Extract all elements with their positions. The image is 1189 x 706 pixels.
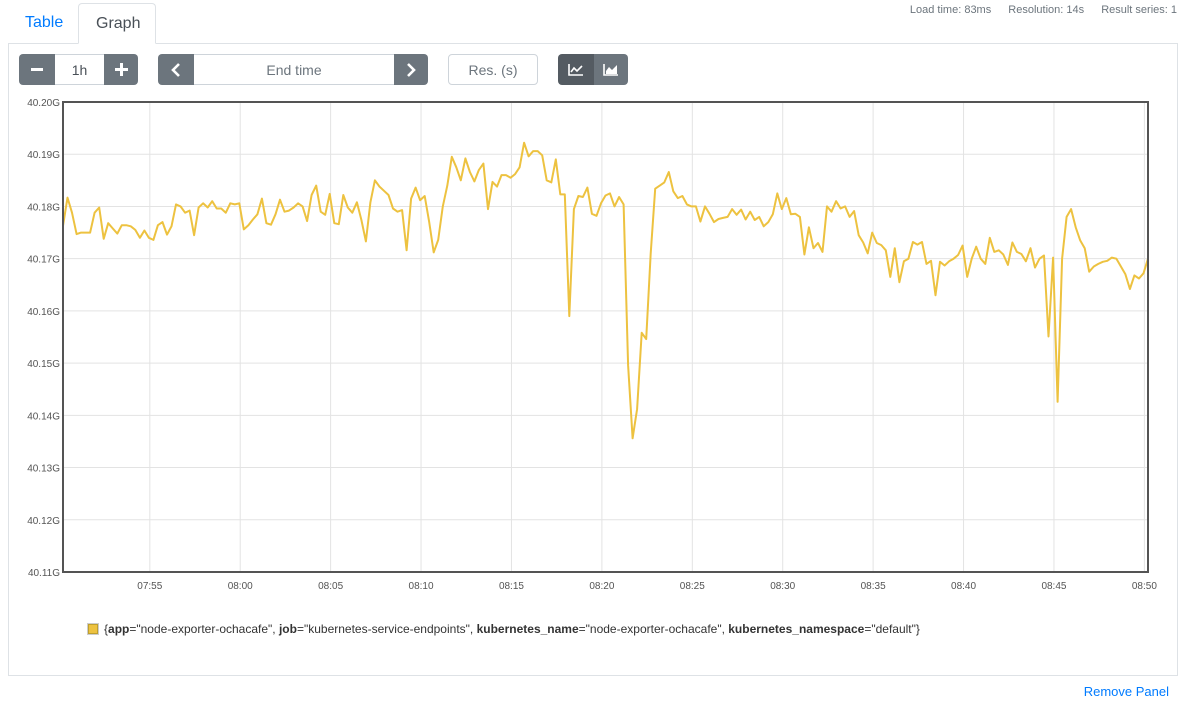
y-tick-label: 40.13G [27, 464, 60, 475]
x-tick-label: 08:05 [318, 581, 343, 592]
y-tick-label: 40.17G [27, 255, 60, 266]
x-tick-label: 08:50 [1132, 581, 1157, 592]
x-tick-label: 08:10 [409, 581, 434, 592]
legend-key-kubernetes-namespace: kubernetes_namespace [728, 622, 865, 636]
y-tick-label: 40.18G [27, 202, 60, 213]
series-line [62, 141, 1149, 440]
next-time-button[interactable] [394, 54, 428, 85]
legend-value-app: ="node-exporter-ochacafe", [129, 622, 279, 636]
tab-table[interactable]: Table [25, 14, 64, 31]
x-tick-label: 08:00 [228, 581, 253, 592]
legend-key-app: app [108, 622, 130, 636]
minus-icon [31, 68, 43, 71]
tab-graph[interactable]: Graph [78, 3, 156, 44]
y-tick-label: 40.19G [27, 150, 60, 161]
legend-open-brace: { [104, 622, 109, 636]
graph-panel [8, 43, 1178, 676]
plot-frame [62, 101, 1149, 573]
x-tick-label: 08:45 [1041, 581, 1066, 592]
legend-value-job: ="kubernetes-service-endpoints", [296, 622, 477, 636]
x-tick-label: 08:20 [589, 581, 614, 592]
x-tick-label: 08:15 [499, 581, 524, 592]
legend-label: {app="node-exporter-ochacafe", job="kube… [104, 622, 920, 636]
line-chart-icon [568, 64, 583, 76]
time-series-chart: 40.11G 40.12G 40.13G 40.14G 40.15G 40.16G 40.1… [27, 98, 1157, 592]
result-series: Result series: 1 [1101, 4, 1177, 16]
x-tick-label: 08:35 [861, 581, 886, 592]
plus-icon [114, 63, 128, 76]
legend-key-job: job [278, 622, 297, 636]
x-tick-label: 08:25 [680, 581, 705, 592]
x-tick-label: 07:55 [137, 581, 162, 592]
y-tick-label: 40.12G [27, 516, 60, 527]
y-tick-label: 40.20G [27, 98, 60, 109]
x-tick-label: 08:30 [770, 581, 795, 592]
increase-range-button[interactable] [104, 54, 138, 85]
chart-axes: 40.11G 40.12G 40.13G 40.14G 40.15G 40.16G 40.1… [27, 98, 1157, 592]
range-input[interactable]: 1h [55, 54, 104, 85]
chevron-right-icon [407, 62, 416, 77]
x-tick-label: 08:40 [951, 581, 976, 592]
y-tick-label: 40.15G [27, 359, 60, 370]
plot-background [63, 102, 1148, 572]
previous-time-button[interactable] [158, 54, 194, 85]
chevron-left-icon [171, 62, 180, 77]
legend-value-kubernetes-namespace: ="default"} [864, 622, 920, 636]
area-chart-icon [603, 64, 618, 76]
line-chart-button[interactable] [558, 54, 594, 85]
chart-series [62, 141, 1149, 440]
resolution: Resolution: 14s [1008, 4, 1085, 16]
legend-item[interactable]: {app="node-exporter-ochacafe", job="kube… [88, 622, 920, 636]
legend-key-kubernetes-name: kubernetes_name [476, 622, 579, 636]
legend-value-kubernetes-name: ="node-exporter-ochacafe", [578, 622, 729, 636]
remove-panel-link[interactable]: Remove Panel [1083, 684, 1169, 699]
y-tick-label: 40.11G [28, 568, 60, 579]
load-time: Load time: 83ms [909, 4, 992, 16]
chart-grid [63, 101, 1148, 573]
stacked-chart-button[interactable] [594, 54, 628, 85]
series-color-swatch [88, 624, 98, 634]
y-tick-label: 40.14G [27, 411, 60, 422]
y-tick-label: 40.16G [27, 307, 60, 318]
decrease-range-button[interactable] [19, 54, 55, 85]
end-time-input[interactable]: End time [194, 54, 394, 85]
resolution-input[interactable]: Res. (s) [448, 54, 538, 85]
query-stats: Load time: 83ms Resolution: 14s Result s… [896, 4, 1177, 16]
